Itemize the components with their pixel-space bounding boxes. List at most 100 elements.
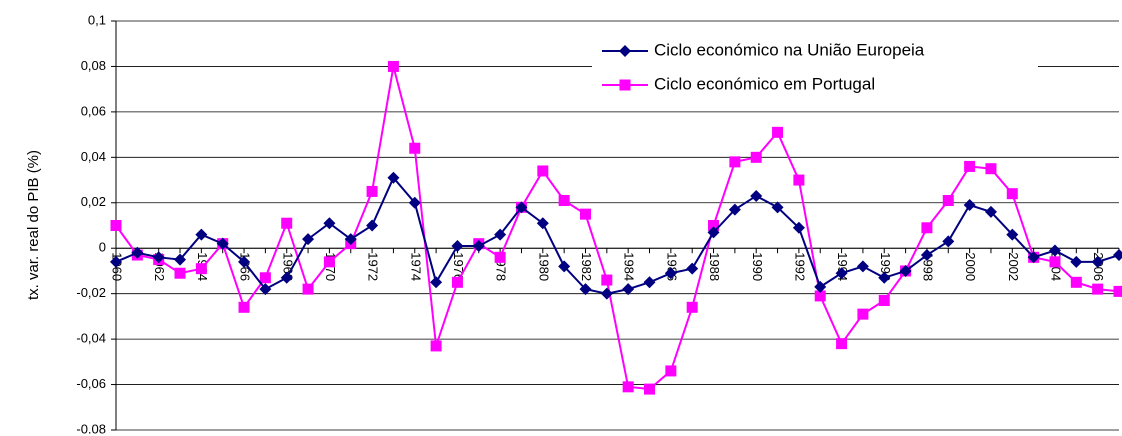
legend-box [592,36,1038,102]
data-point [1113,249,1122,262]
y-tick-label: -0,04 [76,331,106,346]
data-point [899,264,912,277]
data-point [494,251,506,263]
y-axis-label: tx. var. real do PIB (%) [25,150,42,300]
legend-label: Ciclo económico na União Europeia [654,40,925,59]
data-point [451,239,464,252]
data-point [772,126,784,138]
x-tick-label: 1990 [750,252,765,281]
data-point [792,221,805,234]
legend-label: Ciclo económico em Portugal [654,74,875,93]
data-point [110,255,122,268]
data-point [1048,244,1061,257]
data-point [451,276,463,288]
data-point [601,274,613,286]
data-point [387,171,400,184]
y-tick-label: 0,04 [81,149,106,164]
data-point [622,283,635,296]
y-tick-label: 0 [99,240,106,255]
data-point [984,205,997,218]
data-point [472,239,485,252]
data-point [708,220,720,231]
data-point [857,308,869,320]
data-point [622,381,634,393]
x-tick-label: 1996 [878,252,893,281]
x-tick-label: 1992 [792,252,807,281]
x-tick-label: 1972 [366,252,381,281]
data-point [281,217,293,229]
y-tick-label: 0,06 [81,103,106,118]
data-point [942,195,954,207]
data-point [793,174,805,186]
data-point [664,267,677,280]
data-point [110,220,122,231]
data-point [216,237,229,250]
data-point [750,151,762,163]
data-point [558,260,571,273]
data-point [1070,255,1083,268]
data-point [1027,251,1040,264]
data-point [238,301,250,313]
x-tick-label: 1982 [579,252,594,281]
data-point [836,338,848,350]
data-point [280,271,293,284]
x-tick-label: 2002 [1006,252,1021,281]
data-point [942,235,955,248]
data-point [537,165,549,177]
data-point [963,199,976,212]
data-point [195,228,208,241]
data-point [366,219,379,232]
data-point [856,260,869,273]
data-point [174,253,187,266]
data-point [408,196,421,209]
data-point [771,201,784,214]
data-point [1006,228,1019,241]
y-tick-label: -0.08 [76,421,106,436]
data-point [920,249,933,262]
data-point [1006,188,1018,200]
data-point [686,262,699,275]
data-point [131,246,144,259]
legend-marker [619,45,631,57]
data-point [1049,256,1061,268]
data-point [921,222,933,234]
data-point [964,160,976,172]
data-point [643,276,656,289]
data-point [707,226,720,239]
data-point [579,283,592,296]
data-point [750,189,763,202]
data-point [302,233,315,246]
data-point [195,263,207,275]
data-point [878,271,891,284]
data-point [1091,255,1104,268]
x-tick-label: 1974 [408,252,423,281]
x-tick-label: 1988 [707,252,722,281]
x-tick-label: 1968 [280,252,295,281]
data-point [579,208,591,220]
data-point [238,255,251,268]
data-point [536,217,549,230]
data-point [644,383,656,395]
y-tick-label: -0,02 [76,285,106,300]
data-point [600,287,613,300]
y-tick-label: -0,06 [76,376,106,391]
data-point [259,283,272,296]
data-point [1113,285,1122,297]
data-point [686,301,698,313]
data-point [323,256,335,268]
y-tick-label: 0,08 [81,58,106,73]
x-tick-label: 1980 [536,252,551,281]
data-point [174,267,186,279]
data-point [558,195,570,207]
data-point [366,185,378,197]
data-point [152,251,165,264]
data-point [814,290,826,302]
legend-marker [619,79,631,91]
data-point [515,201,528,214]
data-point [409,142,421,154]
data-point [665,365,677,377]
data-point [1070,276,1082,288]
data-point [430,340,442,352]
data-point [302,283,314,295]
